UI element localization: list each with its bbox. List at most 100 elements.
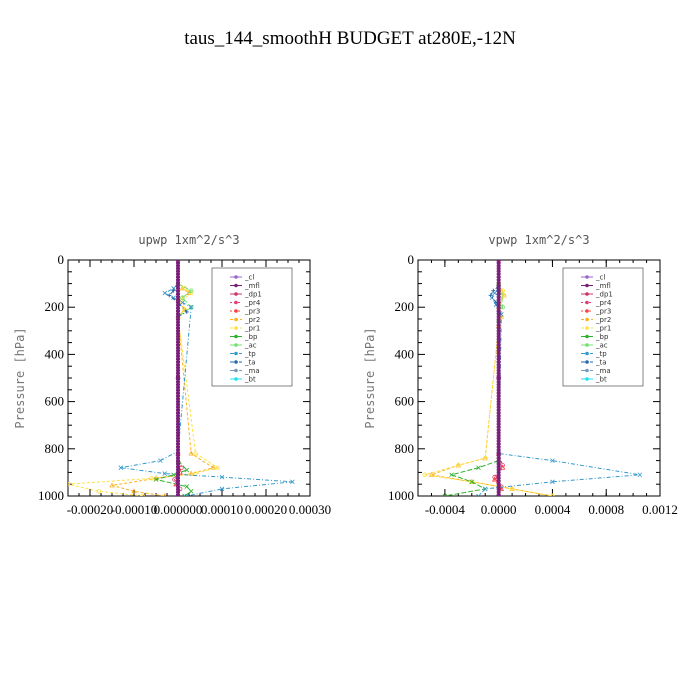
data-point-mfl <box>496 298 501 301</box>
data-point-mfl <box>176 440 180 443</box>
data-point-bp <box>171 472 176 478</box>
legend: _cl_mfl_dp1_pr4_pr3_pr2_pr1_bp_ac_tp_ta_… <box>562 267 644 387</box>
legend-marker <box>585 300 589 305</box>
series-line-pr2 <box>111 283 215 496</box>
data-point-tp <box>637 472 643 478</box>
legend-marker <box>234 351 238 356</box>
legend-marker <box>234 283 238 288</box>
data-point-mfl <box>496 352 501 355</box>
data-point-mfl <box>176 406 180 409</box>
legend-entry: _cl <box>244 274 254 282</box>
data-point-mfl <box>496 482 501 485</box>
data-point-mfl <box>176 329 180 332</box>
x-tick-label: -0.00020 <box>67 502 114 517</box>
data-point-mfl <box>176 394 180 397</box>
data-point-pr4 <box>172 477 177 482</box>
data-point-mfl <box>496 471 501 474</box>
data-point-mfl <box>496 411 501 414</box>
legend-box <box>562 267 644 387</box>
y-tick-label: 1000 <box>388 488 414 503</box>
data-point-mfl <box>176 383 180 386</box>
legend-marker <box>585 351 589 356</box>
data-point-mfl <box>176 324 180 327</box>
data-point-mfl <box>496 428 501 431</box>
legend-entry: _tp <box>595 350 607 358</box>
data-point-pr3 <box>500 464 506 470</box>
data-point-mfl <box>176 355 180 358</box>
data-point-mfl <box>176 468 180 471</box>
figure-title: taus_144_smoothH BUDGET at280E,-12N <box>184 28 516 49</box>
legend-entry: _mfl <box>244 282 260 290</box>
data-point-mfl <box>496 301 501 304</box>
data-point-mfl <box>496 264 501 267</box>
data-point-mfl <box>176 264 180 267</box>
data-point-mfl <box>496 338 501 341</box>
data-point-mfl <box>176 392 180 395</box>
data-point-mfl <box>496 278 501 281</box>
data-point-tp <box>219 486 225 492</box>
y-tick-label: 0 <box>408 252 415 267</box>
legend-box <box>211 267 293 387</box>
data-point-mfl <box>496 273 501 276</box>
data-point-bp <box>442 493 448 496</box>
data-point-tp <box>162 290 168 296</box>
data-point-mfl <box>176 290 180 293</box>
data-point-mfl <box>496 332 501 335</box>
data-point-bp <box>469 479 475 485</box>
data-point-bp <box>184 484 190 489</box>
legend-marker <box>234 317 238 322</box>
legend-marker <box>234 334 238 339</box>
legend-entry: _pr4 <box>244 299 261 307</box>
data-point-mfl <box>496 360 501 363</box>
data-point-mfl <box>496 324 501 327</box>
data-point-mfl <box>496 460 501 463</box>
data-point-mfl <box>496 315 501 318</box>
data-point-mfl <box>496 406 501 409</box>
data-point-mfl <box>176 335 180 338</box>
legend-marker <box>585 275 589 279</box>
data-point-mfl <box>176 465 180 468</box>
legend-marker <box>585 326 589 330</box>
data-point-mfl <box>496 394 501 397</box>
data-point-mfl <box>176 298 180 301</box>
legend-entry: _pr1 <box>595 325 611 333</box>
data-point-mfl <box>496 494 501 496</box>
data-point-ac <box>188 288 194 293</box>
data-point-mfl <box>176 445 180 448</box>
legend-entry: _ac <box>595 342 608 350</box>
data-point-bp <box>449 472 454 478</box>
data-point-pr1 <box>422 472 427 477</box>
data-point-mfl <box>176 287 180 290</box>
x-tick-label: 0.0004 <box>535 502 571 517</box>
y-axis-label: Pressure [hPa] <box>363 327 377 428</box>
data-point-pr1 <box>501 293 507 298</box>
data-point-mfl <box>176 482 180 485</box>
legend-marker <box>585 309 589 313</box>
legend-marker <box>234 360 238 364</box>
data-point-tp <box>184 493 190 496</box>
data-point-mfl <box>496 400 501 403</box>
data-point-pr1 <box>140 493 145 496</box>
legend-marker <box>585 360 589 364</box>
data-point-tp <box>158 458 163 463</box>
series-group <box>422 260 643 496</box>
data-point-mfl <box>176 434 180 437</box>
data-point-mfl <box>496 397 501 400</box>
data-point-mfl <box>496 380 501 383</box>
data-point-pr1 <box>215 465 220 470</box>
data-point-mfl <box>176 318 180 321</box>
data-point-pr1 <box>68 482 71 487</box>
y-tick-label: 0 <box>58 252 65 267</box>
data-point-mfl <box>496 454 501 457</box>
data-point-mfl <box>176 428 180 431</box>
data-point-mfl <box>496 443 501 446</box>
data-point-mfl <box>496 260 501 261</box>
data-point-mfl <box>176 360 180 363</box>
data-point-mfl <box>496 491 501 494</box>
data-point-mfl <box>496 329 501 332</box>
data-point-mfl <box>496 321 501 324</box>
data-point-mfl <box>176 281 180 284</box>
data-point-mfl <box>496 465 501 468</box>
data-point-mfl <box>496 267 501 270</box>
data-point-mfl <box>176 485 180 488</box>
